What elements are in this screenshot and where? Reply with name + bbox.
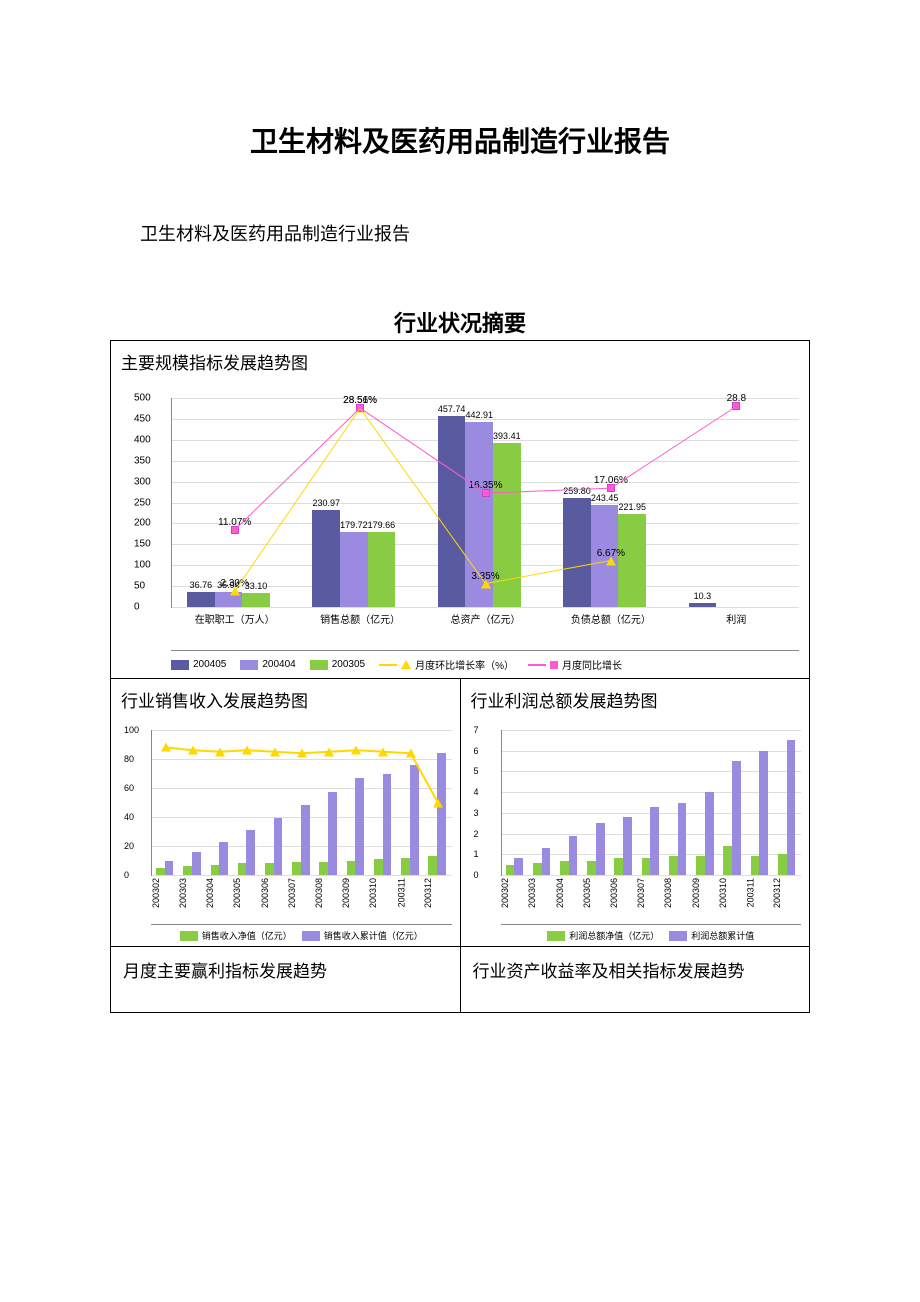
main-chart: 050100150200250300350400450500在职职工（万人）36… <box>111 378 809 678</box>
bottom-right-title: 行业资产收益率及相关指标发展趋势 <box>460 947 810 1013</box>
section-title: 行业状况摘要 <box>110 306 810 338</box>
sales-chart-legend: 销售收入净值（亿元）销售收入累计值（亿元） <box>151 924 452 942</box>
bottom-left-label: 月度主要赢利指标发展趋势 <box>123 962 327 981</box>
bottom-right-label: 行业资产收益率及相关指标发展趋势 <box>473 962 745 981</box>
chart-grid: 主要规模指标发展趋势图 0501001502002503003504004505… <box>110 340 810 1013</box>
profit-chart-title: 行业利润总额发展趋势图 <box>461 679 810 716</box>
main-chart-legend: 200405200404200305月度环比增长率（%）月度同比增长 <box>171 650 799 672</box>
profit-chart-legend: 利润总额净值（亿元）利润总额累计值 <box>501 924 802 942</box>
main-chart-title: 主要规模指标发展趋势图 <box>111 341 809 378</box>
document-subtitle: 卫生材料及医药用品制造行业报告 <box>110 220 810 246</box>
profit-chart: 0123456720030220030320030420030520030620… <box>461 716 810 946</box>
sales-chart: 0204060801002003022003032003042003052003… <box>111 716 460 946</box>
bottom-left-title: 月度主要赢利指标发展趋势 <box>111 947 461 1013</box>
sales-chart-title: 行业销售收入发展趋势图 <box>111 679 460 716</box>
document-title: 卫生材料及医药用品制造行业报告 <box>110 120 810 160</box>
